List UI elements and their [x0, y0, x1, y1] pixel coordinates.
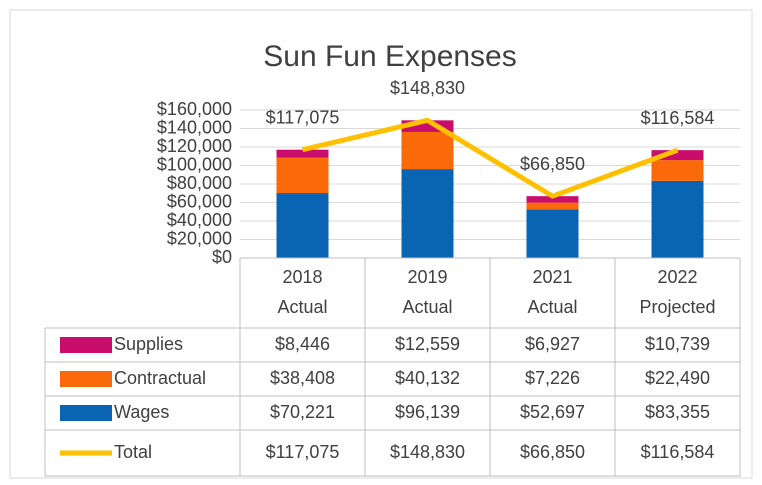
table-cell: $22,490	[645, 368, 710, 388]
table-cell: $96,139	[395, 402, 460, 422]
legend-label: Supplies	[114, 334, 183, 354]
y-tick-label: $60,000	[167, 191, 232, 211]
x-tick-label: Actual	[277, 297, 327, 317]
table-cell: $52,697	[520, 402, 585, 422]
table-cell: $6,927	[525, 334, 580, 354]
bar-segment	[651, 160, 704, 181]
x-tick-label: 2019	[407, 267, 447, 287]
legend-label: Total	[114, 442, 152, 462]
table-cell: $10,739	[645, 334, 710, 354]
y-tick-label: $140,000	[157, 117, 232, 137]
table-cell: $7,226	[525, 368, 580, 388]
y-tick-label: $0	[212, 247, 232, 267]
x-tick-label: Actual	[402, 297, 452, 317]
table-cell: $83,355	[645, 402, 710, 422]
chart-title: Sun Fun Expenses	[263, 40, 517, 73]
x-tick-label: 2022	[657, 267, 697, 287]
bar-segment	[526, 202, 579, 210]
table-cell: $148,830	[390, 442, 465, 462]
table-cell: $12,559	[395, 334, 460, 354]
table-cell: $40,132	[395, 368, 460, 388]
legend-key	[60, 337, 112, 353]
y-tick-label: $40,000	[167, 210, 232, 230]
bar-segment	[401, 131, 454, 170]
x-tick-label: 2018	[282, 267, 322, 287]
table-cell: $38,408	[270, 368, 335, 388]
data-label: $116,584	[641, 108, 715, 128]
bar-segment	[526, 209, 579, 258]
total-line	[301, 117, 679, 199]
table-cell: $70,221	[270, 402, 335, 422]
data-label: $148,830	[390, 78, 465, 98]
bar-segment	[651, 150, 704, 161]
legend-label: Contractual	[114, 368, 206, 388]
chart-border	[9, 9, 753, 479]
data-label: $117,075	[266, 107, 340, 127]
x-tick-label: Projected	[639, 297, 715, 317]
y-tick-label: $100,000	[157, 154, 232, 174]
table-cell: $8,446	[275, 334, 330, 354]
legend-key	[60, 371, 112, 387]
bar-segment	[276, 149, 329, 158]
y-tick-label: $160,000	[157, 99, 232, 119]
table-cell: $116,584	[641, 442, 715, 462]
bar-segment	[651, 180, 704, 258]
table-cell: $66,850	[520, 442, 585, 462]
bar-segment	[401, 120, 454, 132]
bar-segment	[401, 169, 454, 258]
x-tick-label: 2021	[532, 267, 572, 287]
x-tick-label: Actual	[527, 297, 577, 317]
legend-key	[60, 405, 112, 421]
bar-segment	[276, 193, 329, 258]
bar-segment	[276, 157, 329, 194]
bar-segment	[526, 196, 579, 203]
data-label: $66,850	[520, 154, 585, 174]
table-cell: $117,075	[266, 442, 340, 462]
y-tick-label: $120,000	[157, 136, 232, 156]
y-tick-label: $80,000	[167, 173, 232, 193]
y-tick-label: $20,000	[167, 228, 232, 248]
legend-label: Wages	[114, 402, 169, 422]
